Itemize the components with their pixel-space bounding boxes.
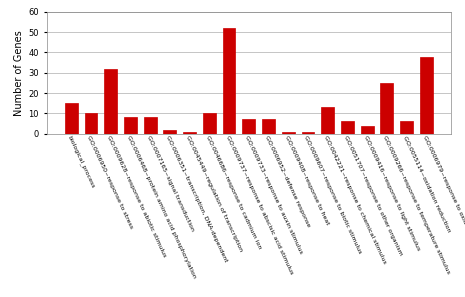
Bar — [321, 107, 334, 134]
Bar — [262, 119, 275, 134]
Bar — [65, 103, 78, 134]
Bar — [400, 121, 413, 134]
Bar — [420, 56, 432, 134]
Y-axis label: Number of Genes: Number of Genes — [14, 30, 24, 116]
Bar — [183, 132, 196, 134]
Bar — [223, 28, 235, 134]
Bar — [341, 121, 354, 134]
Bar — [85, 113, 98, 134]
Bar — [242, 119, 255, 134]
Bar — [301, 132, 314, 134]
Bar — [361, 126, 373, 134]
Bar — [380, 83, 393, 134]
Bar — [104, 69, 117, 134]
Bar — [124, 117, 137, 134]
Bar — [203, 113, 216, 134]
Bar — [164, 129, 176, 134]
Bar — [144, 117, 157, 134]
Bar — [282, 132, 295, 134]
